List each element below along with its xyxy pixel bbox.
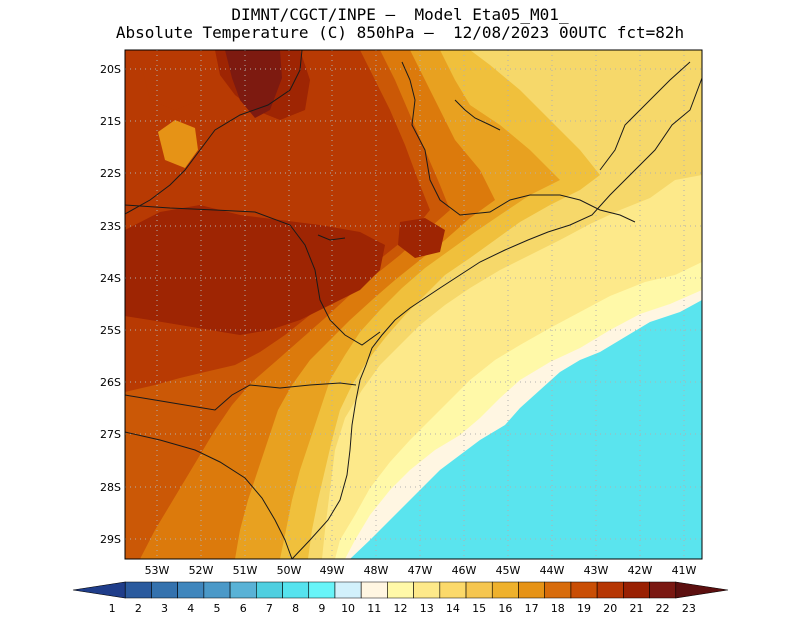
river-2 xyxy=(317,234,346,241)
lat-label: 27S xyxy=(100,428,121,441)
colorbar-label: 14 xyxy=(446,602,460,615)
field-20 xyxy=(125,205,385,335)
colorbar-segment xyxy=(203,581,231,599)
chart-title-line2: Absolute Temperature (C) 850hPa – 12/08/… xyxy=(115,23,685,42)
colorbar-segment xyxy=(308,581,336,599)
lat-label: 21S xyxy=(100,115,121,128)
state-border-4 xyxy=(125,431,293,559)
colorbar-label: 23 xyxy=(682,602,696,615)
lat-label: 23S xyxy=(100,220,121,233)
lon-label: 48W xyxy=(364,564,389,577)
lon-label: 51W xyxy=(233,564,258,577)
lon-label: 47W xyxy=(408,564,433,577)
colorbar-segment xyxy=(465,581,493,599)
colorbar-label: 5 xyxy=(213,602,220,615)
chart-title-line1: DIMNT/CGCT/INPE – Model Eta05_M01_ xyxy=(231,5,569,24)
colorbar-segment xyxy=(518,581,545,599)
field-19-patch xyxy=(140,55,210,110)
lon-label: 42W xyxy=(628,564,653,577)
colorbar-segment xyxy=(544,581,572,599)
lat-label: 22S xyxy=(100,167,121,180)
lon-label: 46W xyxy=(452,564,477,577)
lat-label: 20S xyxy=(100,63,121,76)
colorbar-segment xyxy=(334,581,362,599)
colorbar-segment xyxy=(439,581,467,599)
colorbar-segment xyxy=(72,581,126,599)
colorbar-label: 2 xyxy=(135,602,142,615)
colorbar-label: 10 xyxy=(341,602,355,615)
river-1 xyxy=(454,99,501,131)
colorbar-label: 3 xyxy=(161,602,168,615)
lon-label: 52W xyxy=(189,564,214,577)
lon-label: 44W xyxy=(540,564,565,577)
colorbar-label: 20 xyxy=(603,602,617,615)
colorbar-label: 7 xyxy=(266,602,273,615)
colorbar-segment xyxy=(229,581,257,599)
colorbar-segment xyxy=(282,581,310,599)
colorbar-segment xyxy=(570,581,598,599)
state-border-5 xyxy=(401,61,636,223)
colorbar-label: 13 xyxy=(420,602,434,615)
colorbar-label: 22 xyxy=(656,602,670,615)
colorbar-segment xyxy=(124,581,152,599)
colorbar-label: 17 xyxy=(525,602,539,615)
lat-label: 25S xyxy=(100,324,121,337)
lat-label: 29S xyxy=(100,533,121,546)
field-17-west xyxy=(158,120,198,168)
plot-frame xyxy=(124,49,703,560)
state-border-3 xyxy=(125,382,357,411)
colorbar-segment xyxy=(675,581,729,599)
colorbar-label: 19 xyxy=(577,602,591,615)
colorbar-label: 21 xyxy=(629,602,643,615)
temperature-fields xyxy=(125,50,702,559)
lat-label: 24S xyxy=(100,272,121,285)
lon-label: 53W xyxy=(145,564,170,577)
field-20b xyxy=(398,218,445,258)
field-21 xyxy=(225,50,282,118)
colorbar-label: 15 xyxy=(472,602,486,615)
lon-label: 49W xyxy=(320,564,345,577)
state-border-2 xyxy=(125,204,381,346)
colorbar-label: 11 xyxy=(367,602,381,615)
colorbar-label: 6 xyxy=(240,602,247,615)
colorbar-segment xyxy=(649,581,677,599)
colorbar: 1 2 3 4 5 6 7 8 9 10 11 12 13 14 15 16 17 18 19 20 21 22 23 xyxy=(72,581,729,615)
lat-label: 26S xyxy=(100,376,121,389)
colorbar-segment xyxy=(256,581,283,599)
colorbar-segment xyxy=(387,581,414,599)
colorbar-label: 9 xyxy=(318,602,325,615)
lon-label: 43W xyxy=(584,564,609,577)
colorbar-label: 4 xyxy=(187,602,194,615)
graticule xyxy=(125,50,702,559)
state-border-1 xyxy=(125,50,303,215)
state-border-6 xyxy=(599,61,691,171)
lat-label: 28S xyxy=(100,481,121,494)
colorbar-segment xyxy=(177,581,205,599)
colorbar-segment xyxy=(491,581,519,599)
colorbar-label: 16 xyxy=(498,602,512,615)
colorbar-label: 1 xyxy=(109,602,116,615)
colorbar-segment xyxy=(360,581,388,599)
lon-label: 45W xyxy=(496,564,521,577)
colorbar-label: 8 xyxy=(292,602,299,615)
colorbar-segment xyxy=(596,581,624,599)
colorbar-label: 18 xyxy=(551,602,565,615)
coastline xyxy=(291,77,702,559)
colorbar-label: 12 xyxy=(394,602,408,615)
colorbar-segment xyxy=(151,581,178,599)
colorbar-segment xyxy=(413,581,441,599)
colorbar-segment xyxy=(623,581,650,599)
lon-label: 50W xyxy=(277,564,302,577)
lon-label: 41W xyxy=(672,564,697,577)
